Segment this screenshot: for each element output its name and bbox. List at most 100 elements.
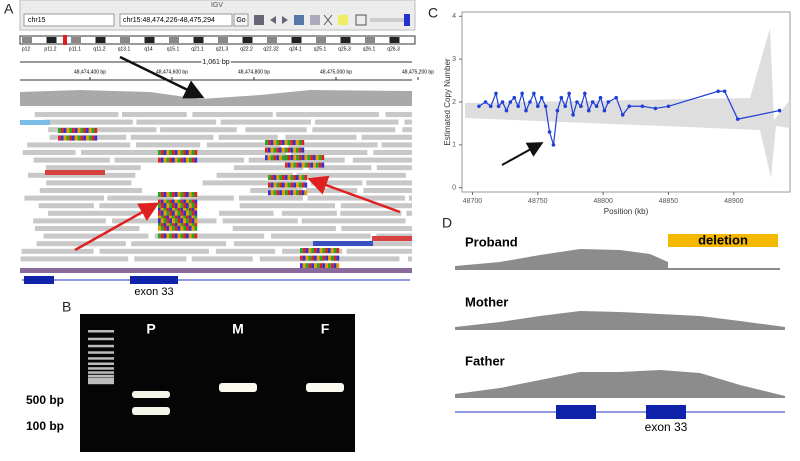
read — [22, 150, 76, 155]
mismatch — [160, 214, 164, 220]
mismatch — [281, 140, 285, 145]
chromosome-band — [193, 37, 204, 43]
mismatch — [314, 263, 317, 269]
deletion-label: deletion — [698, 232, 748, 247]
mismatch — [163, 150, 167, 155]
locus-box[interactable] — [119, 13, 233, 27]
data-point — [524, 108, 528, 113]
mismatch — [166, 199, 170, 205]
ladder-band — [88, 380, 114, 383]
mismatch — [169, 222, 172, 228]
mismatch — [301, 147, 305, 153]
y-tick-label: 3 — [452, 56, 456, 63]
mismatch — [319, 248, 323, 253]
mismatch — [58, 135, 61, 141]
mismatch — [276, 140, 279, 145]
read — [202, 180, 307, 186]
mismatch — [177, 225, 181, 231]
mismatch — [191, 207, 195, 213]
genome-box[interactable] — [23, 13, 115, 27]
mismatch — [172, 210, 175, 216]
mismatch — [191, 222, 195, 228]
toolbar-icons — [254, 14, 410, 26]
locus: chr15:48,474,226-48,475,294 — [123, 17, 215, 24]
coverage — [20, 90, 412, 106]
band-label: q14 — [144, 46, 153, 52]
y-tick-label: 4 — [452, 13, 456, 20]
mismatch — [174, 210, 178, 216]
mismatch — [174, 203, 178, 208]
read — [288, 142, 378, 148]
mismatch — [298, 190, 302, 196]
read — [160, 127, 237, 133]
read — [239, 203, 336, 209]
data-point — [614, 95, 618, 100]
mismatch — [279, 175, 282, 180]
mismatch — [310, 155, 313, 160]
mismatch — [279, 182, 282, 188]
mismatch — [293, 162, 297, 168]
band-label: q11.2 — [93, 46, 105, 52]
mismatch — [314, 248, 317, 253]
mismatch — [290, 155, 294, 160]
mismatch — [315, 155, 319, 160]
mismatch — [188, 150, 192, 155]
mismatch — [319, 255, 323, 261]
mismatch — [177, 199, 181, 205]
mismatch — [180, 192, 184, 197]
mismatch — [285, 162, 288, 168]
read — [136, 142, 201, 148]
chromosome-band — [120, 37, 130, 43]
chromosome-band — [316, 37, 326, 43]
mismatch — [158, 225, 161, 231]
data-point — [640, 104, 645, 109]
mismatch — [88, 128, 92, 133]
mismatch — [91, 135, 95, 141]
read — [232, 226, 336, 231]
mismatch — [194, 150, 198, 155]
mismatch — [160, 225, 164, 231]
mismatch — [290, 140, 293, 145]
y-tick-label: 0 — [452, 185, 456, 192]
lane-label: M — [232, 321, 244, 337]
ladder-band — [88, 362, 114, 365]
mismatch — [313, 155, 316, 160]
mismatch — [273, 147, 277, 153]
mismatch — [160, 210, 164, 216]
mismatch — [180, 222, 184, 228]
read — [312, 127, 396, 133]
mismatch — [191, 210, 195, 216]
mismatch — [186, 207, 189, 213]
mismatch — [302, 248, 306, 253]
mismatch — [330, 263, 334, 269]
read — [285, 134, 357, 140]
read — [239, 195, 303, 201]
mismatch — [315, 162, 319, 168]
mismatch — [296, 190, 299, 196]
read — [361, 134, 412, 140]
mismatch — [183, 222, 186, 228]
mismatch — [295, 140, 299, 145]
chromosome-band — [144, 37, 155, 43]
mismatch — [69, 135, 72, 141]
mismatch — [268, 175, 271, 180]
mismatch — [180, 218, 184, 224]
mismatch — [172, 207, 175, 213]
ladder-band — [88, 351, 114, 354]
mismatch — [293, 147, 296, 153]
go-button[interactable] — [233, 13, 249, 27]
exon — [556, 405, 596, 419]
read — [406, 210, 412, 216]
x-tick-label: 48800 — [593, 198, 613, 205]
data-point — [583, 91, 587, 96]
coverage — [455, 370, 785, 398]
mismatch — [295, 147, 299, 153]
read — [308, 165, 372, 171]
mismatch — [301, 175, 305, 180]
read — [376, 165, 412, 171]
mismatch — [169, 207, 172, 213]
track-label: Mother — [465, 294, 508, 309]
mismatch — [333, 263, 337, 269]
ideogram — [19, 35, 416, 45]
